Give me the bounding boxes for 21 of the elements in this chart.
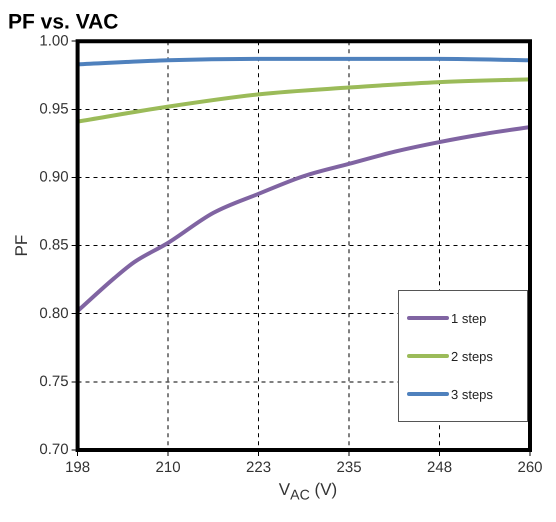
chart-title: PF vs. VAC — [8, 10, 118, 34]
x-tick-label: 260 — [517, 459, 543, 476]
y-tick-label: 0.70 — [39, 441, 69, 458]
x-tick-label: 248 — [427, 459, 452, 476]
y-tick-label: 0.80 — [39, 304, 69, 322]
x-tick-label: 210 — [156, 459, 181, 476]
legend-label: 3 steps — [451, 386, 493, 402]
x-tick-label: 198 — [65, 459, 90, 476]
x-tick-label: 223 — [246, 459, 272, 476]
y-axis-title: PF — [12, 234, 31, 256]
legend-label: 1 step — [451, 310, 486, 326]
x-axis-title: V$_{AC}$ (V) — [278, 480, 338, 504]
y-tick-label: 0.75 — [39, 373, 69, 390]
y-tick-label: 1.00 — [39, 32, 69, 50]
y-tick-label: 0.85 — [39, 236, 69, 254]
y-tick-label: 0.90 — [39, 168, 69, 186]
x-tick-label: 235 — [336, 459, 362, 476]
legend-label: 2 steps — [451, 348, 493, 364]
line-series — [78, 125, 530, 314]
y-tick-label: 0.95 — [39, 100, 69, 118]
line-series — [78, 77, 530, 124]
